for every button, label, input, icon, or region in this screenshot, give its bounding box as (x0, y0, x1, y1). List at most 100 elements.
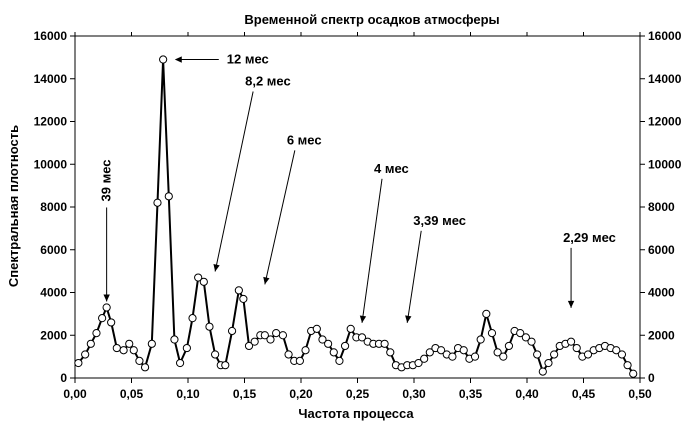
annotation-label: 39 мес (99, 159, 114, 201)
data-point (129, 346, 138, 355)
data-point (74, 358, 83, 368)
annotation-label: 6 мес (287, 132, 322, 147)
data-point (125, 339, 134, 348)
y-tick-label-right: 10000 (648, 157, 682, 171)
data-point (227, 326, 237, 336)
data-point (250, 337, 259, 346)
data-point (380, 339, 389, 348)
x-tick-label: 0,45 (572, 387, 596, 401)
data-point (357, 333, 367, 342)
data-point (437, 346, 446, 355)
data-point (194, 273, 203, 282)
y-tick-label-right: 14000 (648, 72, 682, 86)
annotation-arrowhead (213, 264, 220, 272)
x-tick-label: 0,10 (176, 387, 200, 401)
y-tick-label-right: 16000 (648, 29, 682, 43)
data-point (301, 346, 310, 355)
data-point (459, 346, 468, 355)
y-tick-label-right: 12000 (648, 115, 682, 129)
data-point (188, 314, 197, 323)
data-point (324, 339, 333, 348)
x-tick-label: 0,15 (233, 387, 257, 401)
data-point (482, 309, 491, 318)
data-point (470, 352, 480, 361)
data-point (211, 350, 220, 359)
x-tick-label: 0,30 (402, 387, 426, 401)
y-tick-label-left: 8000 (40, 200, 67, 214)
data-point (260, 331, 269, 340)
annotation-label: 4 мес (374, 161, 409, 176)
data-point (448, 352, 457, 361)
annotation-label: 3,39 мес (413, 213, 466, 228)
data-point (487, 329, 497, 338)
data-point (414, 358, 423, 368)
y-tick-label-left: 12000 (34, 115, 68, 129)
annotation-arrowhead (263, 276, 270, 285)
x-tick-label: 0,35 (459, 387, 483, 401)
annotation-line (264, 150, 296, 285)
data-point (329, 348, 338, 357)
annotation-arrowhead (174, 56, 182, 63)
annotation-arrowhead (359, 315, 367, 323)
data-point (335, 356, 344, 365)
annotation-arrowhead (567, 300, 575, 308)
x-tick-label: 0,40 (515, 387, 539, 401)
x-tick-label: 0,50 (628, 387, 652, 401)
y-tick-label-left: 6000 (40, 243, 67, 257)
y-tick-label-left: 0 (60, 371, 67, 385)
data-point (629, 369, 638, 378)
data-point (92, 329, 101, 338)
data-point (140, 363, 150, 372)
data-point (583, 350, 593, 359)
x-tick-label: 0,05 (120, 387, 144, 401)
y-tick-label-left: 2000 (40, 328, 67, 342)
data-point (527, 337, 536, 346)
annotation-label: 12 мес (227, 52, 269, 67)
data-point (182, 343, 191, 353)
data-point (544, 358, 553, 368)
y-tick-label-right: 4000 (648, 286, 675, 300)
annotation-line (214, 91, 254, 272)
data-point (499, 352, 508, 361)
data-point (98, 314, 107, 323)
data-point (312, 324, 321, 333)
data-point (566, 337, 576, 346)
plot-frame (74, 35, 641, 379)
data-point (102, 303, 111, 312)
data-point (119, 346, 128, 355)
data-point (147, 339, 156, 348)
x-tick-label: 0,20 (289, 387, 313, 401)
data-point (175, 358, 185, 368)
annotation-line (361, 178, 383, 323)
y-tick-label-right: 8000 (648, 200, 675, 214)
data-point (153, 198, 162, 207)
x-tick-label: 0,00 (63, 387, 87, 401)
data-point (295, 356, 304, 365)
y-tick-label-right: 6000 (648, 243, 675, 257)
chart-title: Временной спектр осадков атмосферы (244, 12, 499, 27)
data-point (493, 348, 502, 357)
annotation-arrowhead (405, 315, 412, 323)
y-tick-label-right: 2000 (648, 328, 675, 342)
y-tick-label-right: 0 (648, 371, 655, 385)
data-point (284, 350, 293, 359)
data-point (112, 343, 121, 353)
data-point (533, 350, 542, 359)
data-point (199, 277, 208, 286)
plot-area: 0,00 0,05 0,10 0,15 0,20 0,25 0,30 0,35 0,40 0,45… (34, 29, 682, 401)
annotation-label: 2,29 мес (563, 230, 616, 245)
data-point (346, 324, 355, 333)
data-point (318, 335, 327, 344)
data-point (272, 329, 281, 338)
data-point (239, 294, 248, 304)
data-point (221, 361, 230, 370)
data-point (612, 346, 621, 355)
x-tick-label: 0,25 (346, 387, 370, 401)
data-point (170, 335, 179, 344)
series-line (77, 58, 635, 375)
data-point (278, 331, 288, 340)
data-point (107, 318, 116, 327)
data-point (516, 329, 525, 338)
data-point (386, 348, 395, 357)
